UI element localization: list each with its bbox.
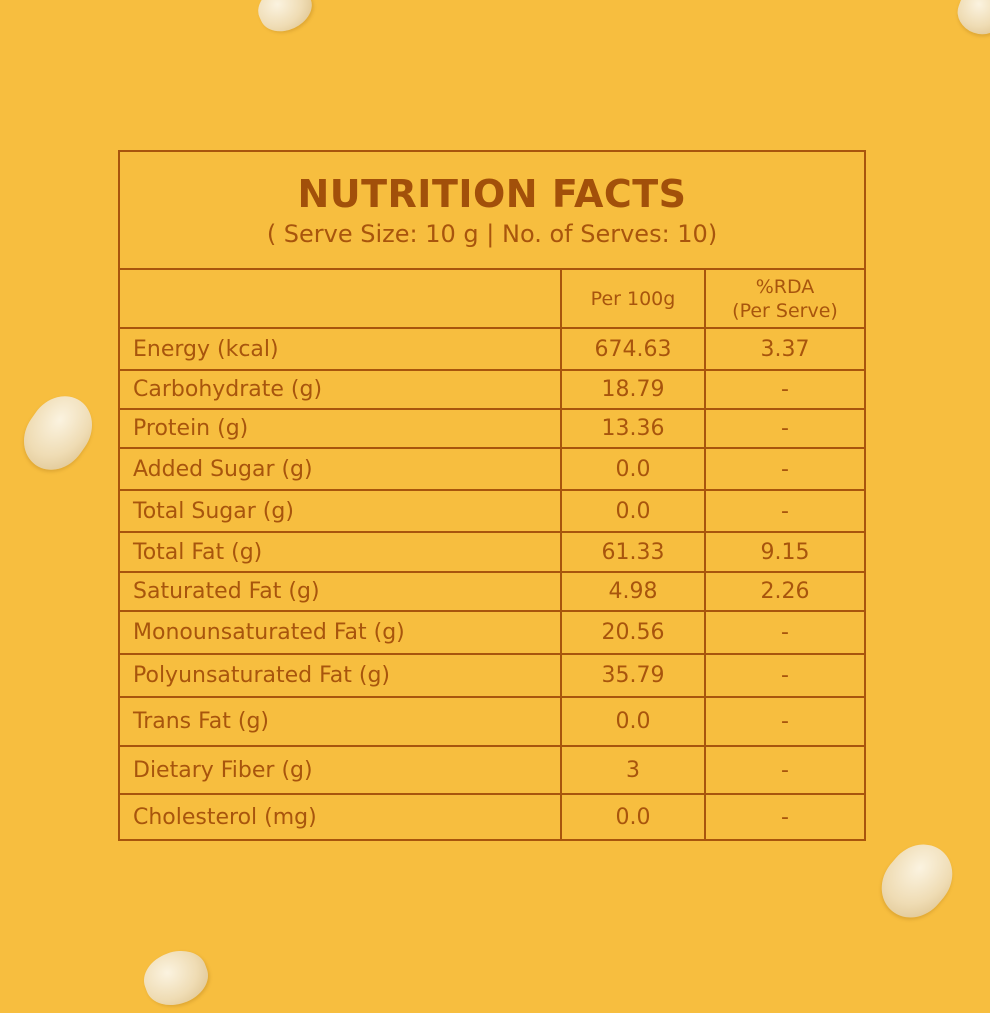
nutrient-name: Dietary Fiber (g) (120, 745, 562, 795)
nutrition-table: Per 100g %RDA (Per Serve) Energy (kcal) … (120, 270, 864, 839)
table-row: Total Sugar (g) 0.0 - (120, 489, 864, 533)
nutrient-per-100g: 0.0 (560, 489, 706, 533)
nutrient-name: Energy (kcal) (120, 327, 562, 371)
seed-decoration (137, 942, 215, 1013)
nutrient-name: Total Sugar (g) (120, 489, 562, 533)
table-header-row: Per 100g %RDA (Per Serve) (120, 270, 864, 329)
nutrient-rda: - (704, 793, 864, 839)
table-row: Energy (kcal) 674.63 3.37 (120, 327, 864, 371)
table-row: Monounsaturated Fat (g) 20.56 - (120, 610, 864, 655)
nutrition-facts-panel: NUTRITION FACTS ( Serve Size: 10 g | No.… (118, 150, 866, 841)
table-row: Saturated Fat (g) 4.98 2.26 (120, 571, 864, 612)
nutrient-name: Protein (g) (120, 408, 562, 449)
nutrient-per-100g: 20.56 (560, 610, 706, 655)
nutrient-rda: 2.26 (704, 571, 864, 612)
seed-decoration (951, 0, 990, 41)
table-row: Polyunsaturated Fat (g) 35.79 - (120, 653, 864, 698)
nutrient-rda: - (704, 369, 864, 410)
panel-title: NUTRITION FACTS (297, 172, 687, 216)
header-rda-line1: %RDA (755, 275, 815, 298)
nutrient-name: Polyunsaturated Fat (g) (120, 653, 562, 698)
header-per-100g: Per 100g (560, 270, 706, 329)
nutrient-per-100g: 674.63 (560, 327, 706, 371)
nutrient-name: Saturated Fat (g) (120, 571, 562, 612)
table-row: Carbohydrate (g) 18.79 - (120, 369, 864, 410)
nutrient-per-100g: 4.98 (560, 571, 706, 612)
nutrient-name: Carbohydrate (g) (120, 369, 562, 410)
nutrient-rda: - (704, 408, 864, 449)
table-row: Trans Fat (g) 0.0 - (120, 696, 864, 747)
table-row: Cholesterol (mg) 0.0 - (120, 793, 864, 839)
table-row: Added Sugar (g) 0.0 - (120, 447, 864, 491)
nutrient-per-100g: 35.79 (560, 653, 706, 698)
nutrient-rda: - (704, 447, 864, 491)
nutrient-rda: - (704, 696, 864, 747)
nutrient-rda: - (704, 745, 864, 795)
nutrient-per-100g: 0.0 (560, 793, 706, 839)
header-rda: %RDA (Per Serve) (704, 270, 864, 329)
table-row: Total Fat (g) 61.33 9.15 (120, 531, 864, 573)
panel-header: NUTRITION FACTS ( Serve Size: 10 g | No.… (120, 152, 864, 270)
nutrient-per-100g: 0.0 (560, 696, 706, 747)
nutrient-rda: 9.15 (704, 531, 864, 573)
nutrient-rda: - (704, 610, 864, 655)
nutrient-per-100g: 61.33 (560, 531, 706, 573)
seed-decoration (251, 0, 319, 40)
table-row: Protein (g) 13.36 - (120, 408, 864, 449)
nutrient-per-100g: 13.36 (560, 408, 706, 449)
nutrient-rda: 3.37 (704, 327, 864, 371)
nutrient-name: Added Sugar (g) (120, 447, 562, 491)
seed-decoration (868, 831, 966, 931)
panel-subtitle: ( Serve Size: 10 g | No. of Serves: 10) (266, 220, 718, 248)
nutrient-per-100g: 3 (560, 745, 706, 795)
table-row: Dietary Fiber (g) 3 - (120, 745, 864, 795)
nutrient-rda: - (704, 489, 864, 533)
nutrient-name: Monounsaturated Fat (g) (120, 610, 562, 655)
header-rda-line2: (Per Serve) (732, 299, 838, 322)
nutrient-name: Total Fat (g) (120, 531, 562, 573)
nutrient-name: Trans Fat (g) (120, 696, 562, 747)
nutrient-name: Cholesterol (mg) (120, 793, 562, 839)
nutrient-rda: - (704, 653, 864, 698)
nutrient-per-100g: 18.79 (560, 369, 706, 410)
header-nutrient (120, 270, 562, 329)
nutrient-per-100g: 0.0 (560, 447, 706, 491)
seed-decoration (11, 383, 105, 483)
